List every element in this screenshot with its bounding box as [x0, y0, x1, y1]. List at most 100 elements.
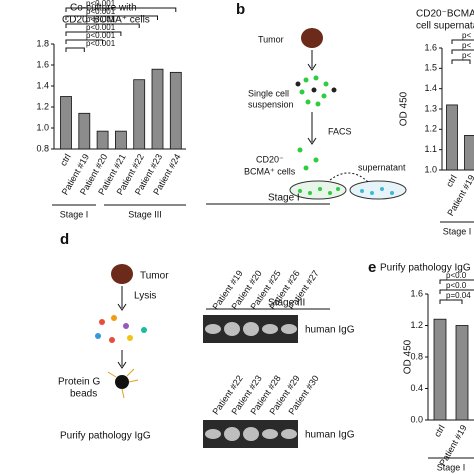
- y-tick-label: 1.5: [424, 63, 437, 73]
- bead: [115, 375, 129, 389]
- dish-cells: [298, 187, 340, 195]
- lysate-dots: [95, 315, 147, 343]
- significance-bracket: [65, 23, 140, 28]
- y-tick-label: 1.4: [36, 80, 49, 90]
- dish: [349, 180, 407, 200]
- arrow-head: [307, 63, 317, 71]
- significance-bracket: [451, 59, 471, 64]
- significance-bracket: [65, 15, 158, 20]
- significance-bracket: [439, 279, 474, 284]
- y-tick-label: 0.8: [410, 351, 423, 361]
- stage-label: Stage III: [268, 298, 305, 309]
- y-tick-label: 1.3: [424, 103, 437, 113]
- diagram-text: Lysis: [134, 291, 156, 302]
- p-value: p<: [462, 51, 471, 60]
- diagram-text: Protein G: [58, 377, 100, 388]
- bar: [151, 68, 164, 150]
- bar: [455, 325, 469, 421]
- bar: [60, 96, 72, 150]
- p-value: p<: [462, 41, 471, 50]
- p-value: p<0.001: [86, 23, 116, 32]
- bar: [96, 130, 109, 150]
- p-value: p<0.001: [86, 15, 116, 24]
- y-tick-label: 1.0: [36, 122, 49, 132]
- y-tick-label: 1.0: [424, 164, 437, 174]
- group-label: Stage I: [437, 462, 466, 472]
- bar: [133, 79, 146, 150]
- blot-band: [262, 429, 278, 439]
- bar: [433, 318, 447, 421]
- arrow-head: [117, 361, 127, 369]
- blot-band: [205, 324, 221, 334]
- p-value: p<0.001: [86, 0, 116, 8]
- panel-title: CD20⁻BCMA⁺ cells: [62, 15, 150, 26]
- y-tick-label: 1.2: [410, 320, 423, 330]
- x-tick-label: ctrl: [432, 423, 447, 438]
- band-label: human IgG: [305, 430, 355, 441]
- diagram-text: Tumor: [258, 34, 284, 44]
- y-tick-label: 1.6: [36, 59, 49, 69]
- panel-title: cell supernatants: [416, 21, 474, 32]
- stage-label: Stage I: [268, 193, 300, 204]
- panel-label: e: [368, 259, 376, 276]
- x-tick-label: ctrl: [444, 173, 459, 188]
- blot-band: [243, 322, 259, 336]
- tumor-icon: [111, 264, 133, 284]
- bar: [169, 71, 182, 150]
- p-value: p<: [462, 31, 471, 40]
- bar: [464, 135, 474, 171]
- y-tick-label: 0.4: [410, 383, 423, 393]
- significance-bracket: [65, 7, 177, 12]
- diagram-text: Tumor: [140, 271, 169, 282]
- y-tick-label: 1.6: [410, 288, 423, 298]
- diagram-text: CD20⁻: [256, 154, 284, 164]
- cell-dots: [295, 75, 337, 107]
- group-label: Stage III: [128, 209, 162, 219]
- diagram-text: Single cell: [248, 88, 289, 98]
- blot-band: [224, 427, 240, 441]
- transfer-arrow: [329, 172, 369, 183]
- blot-band: [281, 429, 297, 439]
- panel-label: d: [60, 231, 69, 248]
- significance-bracket: [65, 31, 122, 36]
- arrow-head: [117, 303, 127, 311]
- tumor-icon: [301, 28, 323, 48]
- band-label: human IgG: [305, 325, 355, 336]
- p-value: p<0.001: [86, 39, 116, 48]
- group-label: Stage I: [60, 209, 89, 219]
- y-tick-label: 1.8: [36, 38, 49, 48]
- panel-label: b: [236, 1, 245, 18]
- y-axis-label: OD 450: [403, 339, 414, 374]
- bar: [446, 104, 458, 171]
- y-tick-label: 1.6: [424, 42, 437, 52]
- y-tick-label: 1.1: [424, 144, 437, 154]
- group-label: Stage I: [443, 226, 472, 236]
- panel-title: Purify pathology IgG: [380, 263, 471, 274]
- significance-bracket: [65, 39, 104, 44]
- dish-cells: [360, 187, 394, 195]
- blot-band: [243, 427, 259, 441]
- blot-band: [224, 322, 240, 336]
- x-tick-label: ctrl: [58, 152, 73, 167]
- y-axis-label: OD 450: [399, 91, 410, 126]
- significance-bracket: [451, 39, 474, 44]
- y-tick-label: 1.4: [424, 83, 437, 93]
- y-tick-label: 1.2: [36, 101, 49, 111]
- diagram-text: Purify pathology IgG: [60, 431, 151, 442]
- sorted-cells: [297, 147, 319, 171]
- p-value: p<0.0: [446, 281, 467, 290]
- diagram-text: FACS: [328, 126, 352, 136]
- significance-bracket: [65, 47, 85, 52]
- blot-band: [281, 324, 297, 334]
- y-tick-label: 0.0: [410, 414, 423, 424]
- significance-bracket: [451, 49, 474, 54]
- blot-band: [205, 429, 221, 439]
- dish: [289, 180, 347, 200]
- panel-title: CD20⁻BCMA⁺: [416, 9, 474, 20]
- bar: [115, 130, 127, 150]
- significance-bracket: [439, 299, 463, 304]
- diagram-text: suspension: [248, 99, 294, 109]
- y-tick-label: 1.2: [424, 124, 437, 134]
- p-value: p<0.0: [446, 271, 467, 280]
- p-value: p<0.001: [86, 31, 116, 40]
